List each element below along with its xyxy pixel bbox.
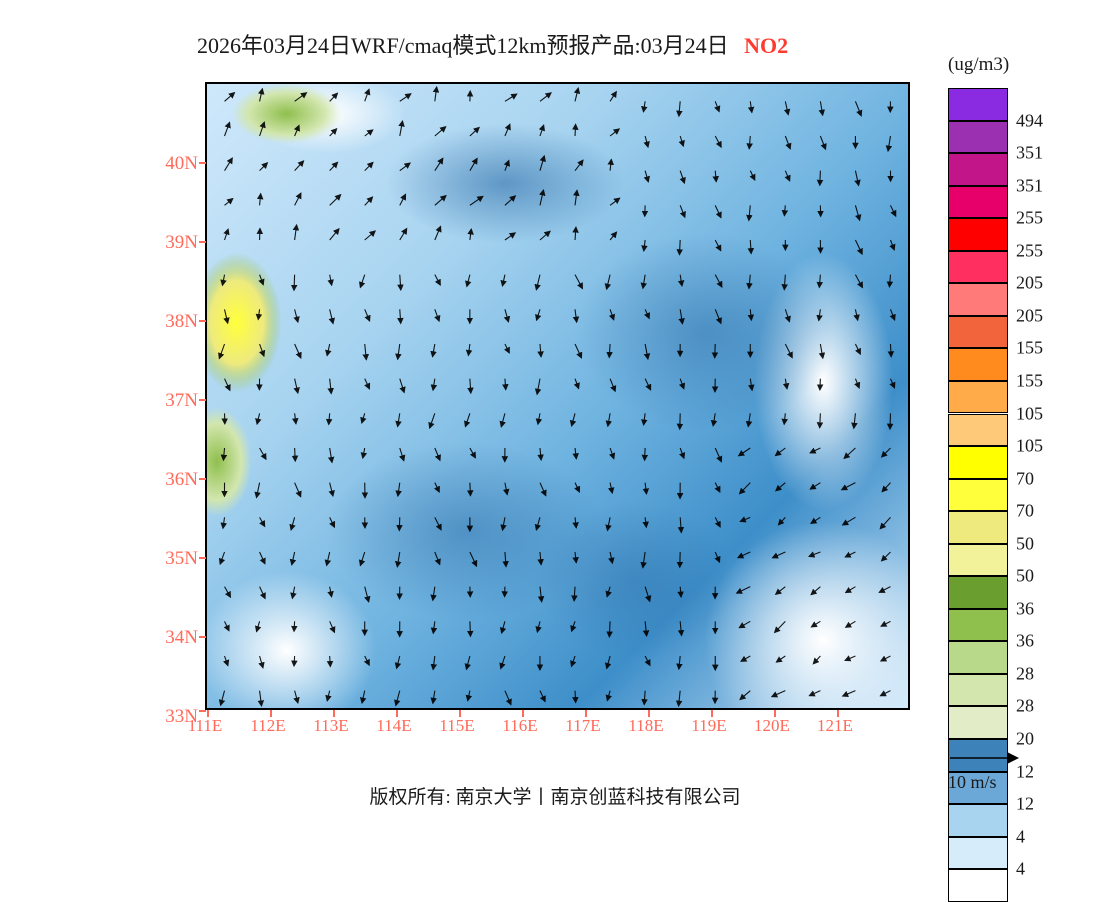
x-tick-label[interactable]: 114E [364, 716, 424, 736]
legend-color-swatch[interactable] [948, 446, 1008, 479]
pollutant-label: NO2 [744, 33, 788, 58]
legend-color-swatch[interactable] [948, 674, 1008, 707]
legend-color-swatch[interactable] [948, 479, 1008, 512]
legend-value-label: 4 [1016, 859, 1025, 880]
legend-color-swatch[interactable] [948, 414, 1008, 447]
legend-color-swatch[interactable] [948, 706, 1008, 739]
x-tick-label[interactable]: 116E [490, 716, 550, 736]
x-tick-label[interactable]: 113E [301, 716, 361, 736]
legend-value-label: 351 [1016, 175, 1043, 196]
legend-value-label: 255 [1016, 208, 1043, 229]
legend-value-label: 351 [1016, 143, 1043, 164]
legend-color-swatch[interactable] [948, 641, 1008, 674]
legend-color-swatch[interactable] [948, 511, 1008, 544]
wind-speed-legend: 10 m/s [948, 748, 1028, 768]
legend-color-swatch[interactable] [948, 218, 1008, 251]
legend-value-label: 28 [1016, 696, 1034, 717]
legend-value-label: 20 [1016, 729, 1034, 750]
contour-map[interactable] [205, 82, 910, 710]
legend-color-swatch[interactable] [948, 609, 1008, 642]
wind-speed-value: 10 m/s [948, 772, 997, 793]
legend-color-swatch[interactable] [948, 186, 1008, 219]
legend-value-label: 12 [1016, 794, 1034, 815]
title-main-text: 2026年03月24日WRF/cmaq模式12km预报产品:03月24日 [197, 33, 729, 58]
legend-color-swatch[interactable] [948, 88, 1008, 121]
x-tick-label[interactable]: 119E [679, 716, 739, 736]
x-tick-label[interactable]: 111E [175, 716, 235, 736]
legend-value-label: 494 [1016, 110, 1043, 131]
legend-value-label: 155 [1016, 338, 1043, 359]
x-tick-label[interactable]: 120E [742, 716, 802, 736]
legend-value-label: 36 [1016, 631, 1034, 652]
wind-arrow-icon [948, 748, 1028, 768]
legend-value-label: 255 [1016, 240, 1043, 261]
y-tick-label[interactable]: 40N [150, 153, 198, 175]
legend-value-label: 50 [1016, 533, 1034, 554]
x-tick-label[interactable]: 117E [553, 716, 613, 736]
page-title: 2026年03月24日WRF/cmaq模式12km预报产品:03月24日 NO2 [197, 28, 788, 60]
legend-value-label: 205 [1016, 305, 1043, 326]
legend-color-swatch[interactable] [948, 544, 1008, 577]
legend-value-label: 205 [1016, 273, 1043, 294]
legend-value-label: 4 [1016, 826, 1025, 847]
y-tick-label[interactable]: 39N [150, 232, 198, 254]
legend-color-swatch[interactable] [948, 316, 1008, 349]
legend-unit-label: (ug/m3) [948, 54, 1009, 76]
legend-color-swatch[interactable] [948, 121, 1008, 154]
x-tick-label[interactable]: 115E [427, 716, 487, 736]
legend-color-swatch[interactable] [948, 381, 1008, 414]
x-tick-label[interactable]: 112E [238, 716, 298, 736]
y-tick-label[interactable]: 35N [150, 548, 198, 570]
legend-color-swatch[interactable] [948, 251, 1008, 284]
legend-value-label: 70 [1016, 501, 1034, 522]
legend-color-swatch[interactable] [948, 153, 1008, 186]
copyright-text: 版权所有: 南京大学丨南京创蓝科技有限公司 [330, 782, 780, 809]
y-tick-label[interactable]: 37N [150, 390, 198, 412]
legend-color-swatch[interactable] [948, 804, 1008, 837]
legend-value-label: 28 [1016, 663, 1034, 684]
legend-value-label: 105 [1016, 403, 1043, 424]
legend-value-label: 36 [1016, 598, 1034, 619]
y-tick-label[interactable]: 34N [150, 627, 198, 649]
legend-value-label: 50 [1016, 566, 1034, 587]
x-tick-label[interactable]: 121E [805, 716, 865, 736]
legend-value-label: 105 [1016, 436, 1043, 457]
legend-value-label: 155 [1016, 370, 1043, 391]
legend-color-swatch[interactable] [948, 576, 1008, 609]
legend-value-label: 70 [1016, 468, 1034, 489]
y-tick-label[interactable]: 36N [150, 469, 198, 491]
legend-color-swatch[interactable] [948, 837, 1008, 870]
legend-color-swatch[interactable] [948, 869, 1008, 902]
legend-color-swatch[interactable] [948, 348, 1008, 381]
x-tick-label[interactable]: 118E [616, 716, 676, 736]
y-tick-label[interactable]: 38N [150, 311, 198, 333]
legend-color-swatch[interactable] [948, 283, 1008, 316]
